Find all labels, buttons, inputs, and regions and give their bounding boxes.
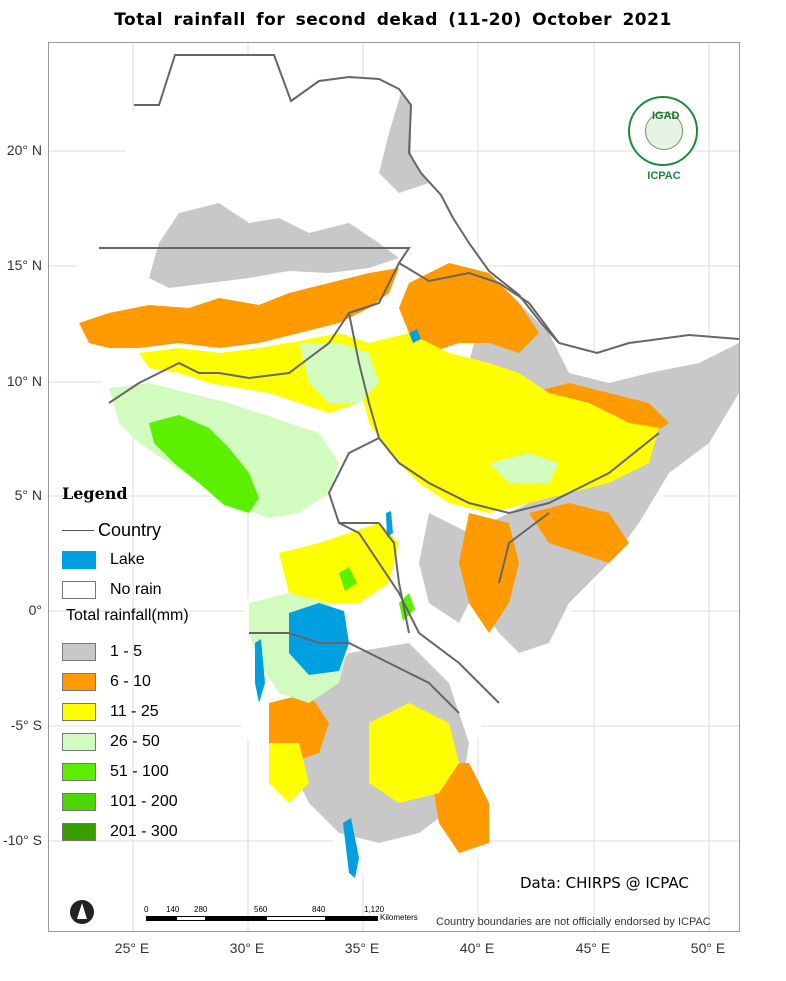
- country-line-swatch: [62, 529, 94, 531]
- lat-label-15N: 15° N: [6, 257, 42, 273]
- scale-tick: 0: [144, 905, 149, 914]
- lake-tana: [409, 329, 421, 343]
- legend-swatch: [62, 823, 96, 841]
- no-rain-swatch: [62, 581, 96, 599]
- legend-class-label: 6 - 10: [110, 673, 151, 690]
- legend-swatch: [62, 733, 96, 751]
- logo-caption: ICPAC: [647, 170, 681, 182]
- lon-label-50E: 50° E: [690, 940, 726, 956]
- disclaimer: Country boundaries are not officially en…: [436, 916, 711, 928]
- north-arrow-icon: [70, 900, 94, 924]
- legend: Legend Country Lake No rain Total rainfa…: [62, 484, 232, 847]
- legend-swatch: [62, 763, 96, 781]
- igad-logo: IGAD ICPAC: [628, 96, 700, 186]
- legend-lake: Lake: [62, 545, 232, 575]
- scale-unit: Kilometers: [380, 913, 418, 922]
- lat-label-20N: 20° N: [6, 142, 42, 158]
- legend-class-label: 101 - 200: [110, 793, 178, 810]
- legend-class-row: 201 - 300: [62, 817, 232, 847]
- legend-class-label: 26 - 50: [110, 733, 160, 750]
- legend-class-label: 11 - 25: [110, 703, 159, 720]
- rainfall-map: [48, 42, 740, 932]
- lake-victoria: [289, 603, 349, 675]
- scale-tick: 560: [254, 905, 268, 914]
- legend-class-label: 1 - 5: [110, 643, 143, 660]
- map-title: Total rainfall for second dekad (11-20) …: [114, 10, 672, 30]
- lake-turkana: [386, 511, 393, 537]
- legend-no-rain-label: No rain: [110, 581, 162, 598]
- data-credit: Data: CHIRPS @ ICPAC: [520, 874, 689, 892]
- legend-class-row: 11 - 25: [62, 697, 232, 727]
- lat-label-0: 0°: [28, 602, 42, 618]
- legend-no-rain: No rain: [62, 575, 232, 605]
- scale-tick: 1,120: [364, 905, 385, 914]
- scale-bar: 0 140 280 560 840 1,120 Kilometers: [142, 905, 432, 925]
- logo-text: IGAD: [652, 110, 680, 122]
- lon-label-45E: 45° E: [575, 940, 611, 956]
- legend-title: Legend: [62, 484, 128, 503]
- legend-class-row: 101 - 200: [62, 787, 232, 817]
- legend-class-label: 201 - 300: [110, 823, 178, 840]
- legend-lake-label: Lake: [110, 551, 145, 568]
- scale-tick: 840: [312, 905, 326, 914]
- legend-classes: 1 - 5 6 - 10 11 - 25 26 - 50 51 - 100 101 - 2…: [62, 637, 232, 847]
- legend-class-row: 51 - 100: [62, 757, 232, 787]
- legend-swatch: [62, 673, 96, 691]
- lat-label-5S: -5° S: [10, 717, 42, 733]
- legend-class-row: 1 - 5: [62, 637, 232, 667]
- rain-class-51-100: [149, 415, 415, 621]
- scale-tick: 140: [166, 905, 180, 914]
- lat-label-5N: 5° N: [14, 487, 42, 503]
- legend-class-label: 51 - 100: [110, 763, 169, 780]
- lat-label-10S: -10° S: [2, 832, 42, 848]
- legend-swatch: [62, 703, 96, 721]
- scale-tick: 280: [194, 905, 208, 914]
- lake-malawi: [343, 818, 359, 878]
- legend-class-row: 26 - 50: [62, 727, 232, 757]
- lon-label-35E: 35° E: [344, 940, 380, 956]
- legend-swatch: [62, 643, 96, 661]
- lat-label-10N: 10° N: [6, 373, 42, 389]
- africa-map-icon: [645, 112, 683, 150]
- legend-rainfall-title: Total rainfall(mm): [66, 607, 189, 624]
- lake-swatch: [62, 551, 96, 569]
- lake-tanganyika: [255, 639, 265, 703]
- lakes: [255, 329, 421, 878]
- legend-country: Country: [62, 515, 232, 545]
- lon-label-25E: 25° E: [114, 940, 150, 956]
- map-svg: [49, 43, 739, 931]
- legend-country-label: Country: [98, 519, 162, 540]
- country-borders: [99, 54, 739, 714]
- igad-emblem-icon: IGAD: [628, 96, 698, 166]
- legend-class-row: 6 - 10: [62, 667, 232, 697]
- lon-label-30E: 30° E: [229, 940, 265, 956]
- lon-label-40E: 40° E: [459, 940, 495, 956]
- legend-swatch: [62, 793, 96, 811]
